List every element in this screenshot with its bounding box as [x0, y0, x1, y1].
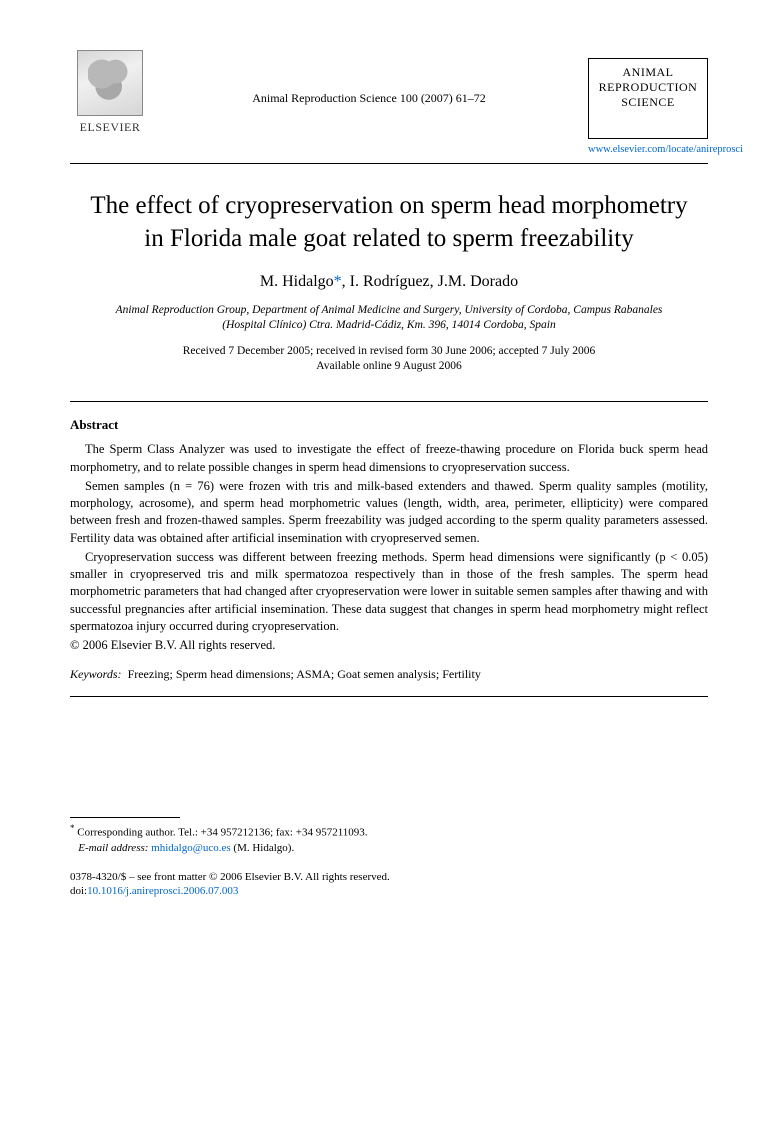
article-dates: Received 7 December 2005; received in re…: [70, 344, 708, 375]
dates-online: Available online 9 August 2006: [70, 359, 708, 375]
journal-box-line: REPRODUCTION: [593, 80, 703, 95]
doi-link[interactable]: 10.1016/j.anireprosci.2006.07.003: [87, 885, 238, 897]
journal-title-box: ANIMAL REPRODUCTION SCIENCE www.elsevier…: [588, 50, 708, 157]
paper-page: ELSEVIER Animal Reproduction Science 100…: [0, 0, 778, 939]
elsevier-tree-icon: [77, 50, 143, 116]
author: I. Rodríguez: [350, 273, 430, 290]
corresponding-star-icon: *: [334, 273, 342, 290]
abstract-paragraph: Semen samples (n = 76) were frozen with …: [70, 478, 708, 547]
copyright-line: © 2006 Elsevier B.V. All rights reserved…: [70, 637, 708, 654]
journal-title-box-inner: ANIMAL REPRODUCTION SCIENCE: [588, 58, 708, 139]
journal-url[interactable]: www.elsevier.com/locate/anireprosci: [588, 143, 708, 157]
keywords-label: Keywords:: [70, 667, 122, 681]
publisher-logo-block: ELSEVIER: [70, 50, 150, 135]
email-label: E-mail address:: [78, 842, 148, 854]
issn-block: 0378-4320/$ – see front matter © 2006 El…: [70, 870, 708, 900]
email-line: E-mail address: mhidalgo@uco.es (M. Hida…: [70, 841, 708, 856]
footnote-block: * Corresponding author. Tel.: +34 957212…: [70, 817, 708, 899]
dates-received: Received 7 December 2005; received in re…: [70, 344, 708, 360]
corresponding-text: Corresponding author. Tel.: +34 95721213…: [77, 827, 367, 839]
article-title: The effect of cryopreservation on sperm …: [90, 190, 688, 255]
journal-box-line: ANIMAL: [593, 65, 703, 80]
author: M. Hidalgo: [260, 273, 334, 290]
abstract-paragraph: The Sperm Class Analyzer was used to inv…: [70, 441, 708, 476]
divider: [70, 401, 708, 402]
publisher-label: ELSEVIER: [80, 119, 141, 135]
journal-box-line: SCIENCE: [593, 95, 703, 110]
email-tail: (M. Hidalgo).: [233, 842, 294, 854]
doi-label: doi:: [70, 885, 87, 897]
author-list: M. Hidalgo*, I. Rodríguez, J.M. Dorado: [70, 271, 708, 293]
journal-reference: Animal Reproduction Science 100 (2007) 6…: [150, 50, 588, 106]
abstract-section: Abstract The Sperm Class Analyzer was us…: [70, 416, 708, 654]
author: J.M. Dorado: [438, 273, 518, 290]
star-icon: *: [70, 823, 75, 833]
divider: [70, 696, 708, 697]
issn-line: 0378-4320/$ – see front matter © 2006 El…: [70, 870, 708, 885]
author-email[interactable]: mhidalgo@uco.es: [151, 842, 230, 854]
divider: [70, 163, 708, 164]
footnote-rule: [70, 817, 180, 818]
abstract-heading: Abstract: [70, 416, 708, 434]
keywords-line: Keywords: Freezing; Sperm head dimension…: [70, 666, 708, 682]
header-row: ELSEVIER Animal Reproduction Science 100…: [70, 50, 708, 157]
doi-line: doi:10.1016/j.anireprosci.2006.07.003: [70, 884, 708, 899]
abstract-paragraph: Cryopreservation success was different b…: [70, 549, 708, 635]
affiliation: Animal Reproduction Group, Department of…: [110, 303, 668, 334]
keywords-text: Freezing; Sperm head dimensions; ASMA; G…: [128, 667, 481, 681]
corresponding-author-line: * Corresponding author. Tel.: +34 957212…: [70, 822, 708, 841]
